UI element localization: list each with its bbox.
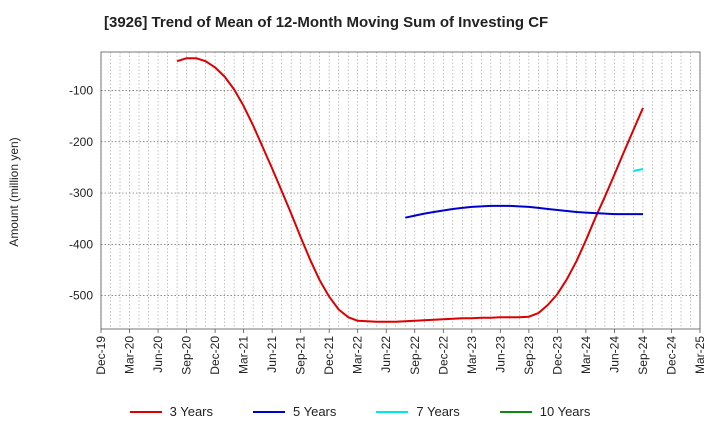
legend-swatch — [376, 410, 409, 413]
x-tick-label: Dec-22 — [436, 336, 450, 375]
legend-label: 7 Years — [416, 404, 460, 419]
x-tick-label: Sep-22 — [408, 336, 422, 375]
x-tick-label: Mar-25 — [693, 336, 707, 374]
legend-swatch — [129, 410, 162, 413]
x-tick-label: Dec-23 — [550, 336, 564, 375]
chart-title: [3926] Trend of Mean of 12-Month Moving … — [104, 14, 549, 31]
x-tick-label: Jun-24 — [607, 336, 621, 373]
y-tick-label: -200 — [69, 135, 93, 149]
x-tick-label: Sep-21 — [294, 336, 308, 375]
x-tick-label: Jun-23 — [493, 336, 507, 373]
x-tick-label: Mar-22 — [351, 336, 365, 374]
x-tick-label: Dec-24 — [664, 336, 678, 375]
legend-label: 10 Years — [539, 404, 591, 419]
legend-item: 5 Years — [253, 404, 336, 419]
x-tick-label: Dec-20 — [208, 336, 222, 375]
x-tick-label: Jun-21 — [265, 336, 279, 373]
legend-item: 10 Years — [499, 404, 591, 419]
legend-swatch — [253, 410, 285, 413]
x-tick-label: Mar-23 — [465, 336, 479, 374]
series-layer — [176, 57, 644, 323]
y-tick-label: -500 — [69, 289, 93, 303]
y-tick-label: -100 — [69, 83, 93, 97]
x-tick-label: Sep-20 — [180, 336, 194, 375]
legend-label: 5 Years — [293, 404, 337, 419]
x-tick-label: Jun-20 — [151, 336, 165, 373]
x-tick-label: Sep-23 — [522, 336, 536, 375]
x-tick-label: Mar-21 — [237, 336, 251, 374]
series-line-7-years — [633, 168, 644, 172]
legend-item: 7 Years — [376, 404, 460, 419]
x-tick-label: Dec-21 — [322, 336, 336, 375]
legend: 3 Years 5 Years 7 Years 10 Years — [0, 404, 720, 419]
y-tick-label: -400 — [69, 237, 93, 251]
x-tick-label: Mar-20 — [123, 336, 137, 374]
x-tick-label: Mar-24 — [579, 336, 593, 374]
legend-item: 3 Years — [129, 404, 213, 419]
legend-swatch — [499, 410, 532, 413]
x-tick-label: Dec-19 — [94, 336, 108, 375]
x-tick-label: Jun-22 — [379, 336, 393, 373]
x-tick-label: Sep-24 — [636, 336, 650, 375]
series-line-3-years — [176, 57, 644, 323]
y-axis-label: Amount (million yen) — [7, 137, 21, 246]
grid-layer — [100, 52, 701, 329]
legend-label: 3 Years — [169, 404, 213, 419]
series-line-5-years — [405, 204, 643, 219]
plot-frame — [100, 51, 701, 330]
axis-layer: -100 -200 -300 -400 -500 Dec-19 Mar-20 Jun-20 Se… — [69, 51, 707, 375]
y-tick-label: -300 — [69, 186, 93, 200]
